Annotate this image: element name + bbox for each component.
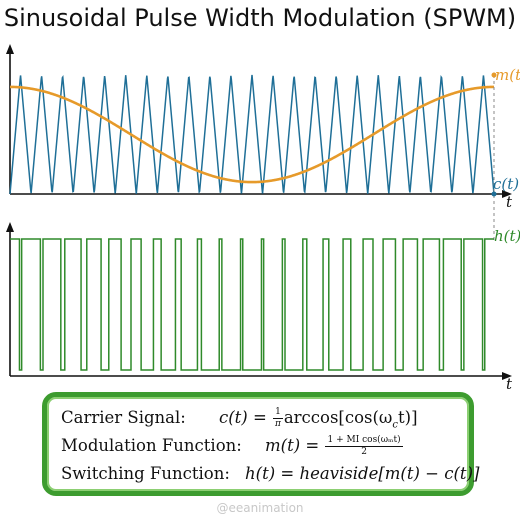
carrier-frac-num: 1 <box>273 407 283 419</box>
page-title: Sinusoidal Pulse Width Modulation (SPWM) <box>3 4 517 32</box>
carrier-formula-rhs: arccos[cos(ω <box>283 408 393 427</box>
carrier-formula-tail: t)] <box>398 408 418 427</box>
bottom-time-axis-label: t <box>506 375 513 390</box>
carrier-formula-label: Carrier Signal: <box>61 408 186 427</box>
watermark: @eeanimation <box>216 501 304 515</box>
carrier-marker-dot <box>491 191 497 197</box>
bottom-x-arrowhead <box>502 372 512 380</box>
switching-label: h(t) <box>494 227 520 245</box>
modulation-formula-fraction: 1 + MI cos(ωₘt) 2 <box>325 435 403 457</box>
switching-signal-curve <box>10 238 494 371</box>
modulation-formula-label: Modulation Function: <box>61 436 242 455</box>
carrier-formula-lhs: c(t) = <box>219 408 267 427</box>
switching-formula-row: Switching Function: h(t) = heaviside[m(t… <box>61 461 479 487</box>
modulation-frac-den: 2 <box>361 447 367 457</box>
top-axes <box>9 48 506 195</box>
modulation-formula-row: Modulation Function: m(t) = 1 + MI cos(ω… <box>61 433 403 459</box>
carrier-formula: c(t) = 1 π arccos[cos(ωct)] <box>219 405 418 438</box>
top-y-arrowhead <box>6 44 14 54</box>
top-time-axis-label: t <box>506 193 513 211</box>
modulation-frac-num: 1 + MI cos(ωₘt) <box>325 435 403 447</box>
carrier-label: c(t) <box>493 175 519 193</box>
switching-formula: h(t) = heaviside[m(t) − c(t)] <box>245 461 479 487</box>
carrier-signal-curve <box>9 74 495 195</box>
modulation-formula-lhs: m(t) = <box>265 436 320 455</box>
carrier-formula-row: Carrier Signal: c(t) = 1 π arccos[cos(ωct)… <box>61 405 418 431</box>
modulation-signal-curve <box>10 85 494 184</box>
modulation-label: m(t) <box>495 66 520 84</box>
bottom-y-arrowhead <box>6 222 14 232</box>
formula-box: Carrier Signal: c(t) = 1 π arccos[cos(ωct)… <box>42 392 479 496</box>
spwm-plots: m(t) c(t) t h(t) t <box>6 44 520 390</box>
switching-formula-label: Switching Function: <box>61 464 230 483</box>
modulation-formula: m(t) = 1 + MI cos(ωₘt) 2 <box>265 433 404 459</box>
top-x-arrowhead <box>502 190 512 198</box>
switching-formula-rhs: heaviside[m(t) − c(t)] <box>299 464 480 483</box>
bottom-axes <box>9 226 506 377</box>
carrier-formula-sub: c <box>392 419 399 431</box>
carrier-frac-den: π <box>274 419 281 429</box>
switching-formula-lhs: h(t) = <box>245 464 295 483</box>
modulation-marker-dot <box>491 72 497 78</box>
